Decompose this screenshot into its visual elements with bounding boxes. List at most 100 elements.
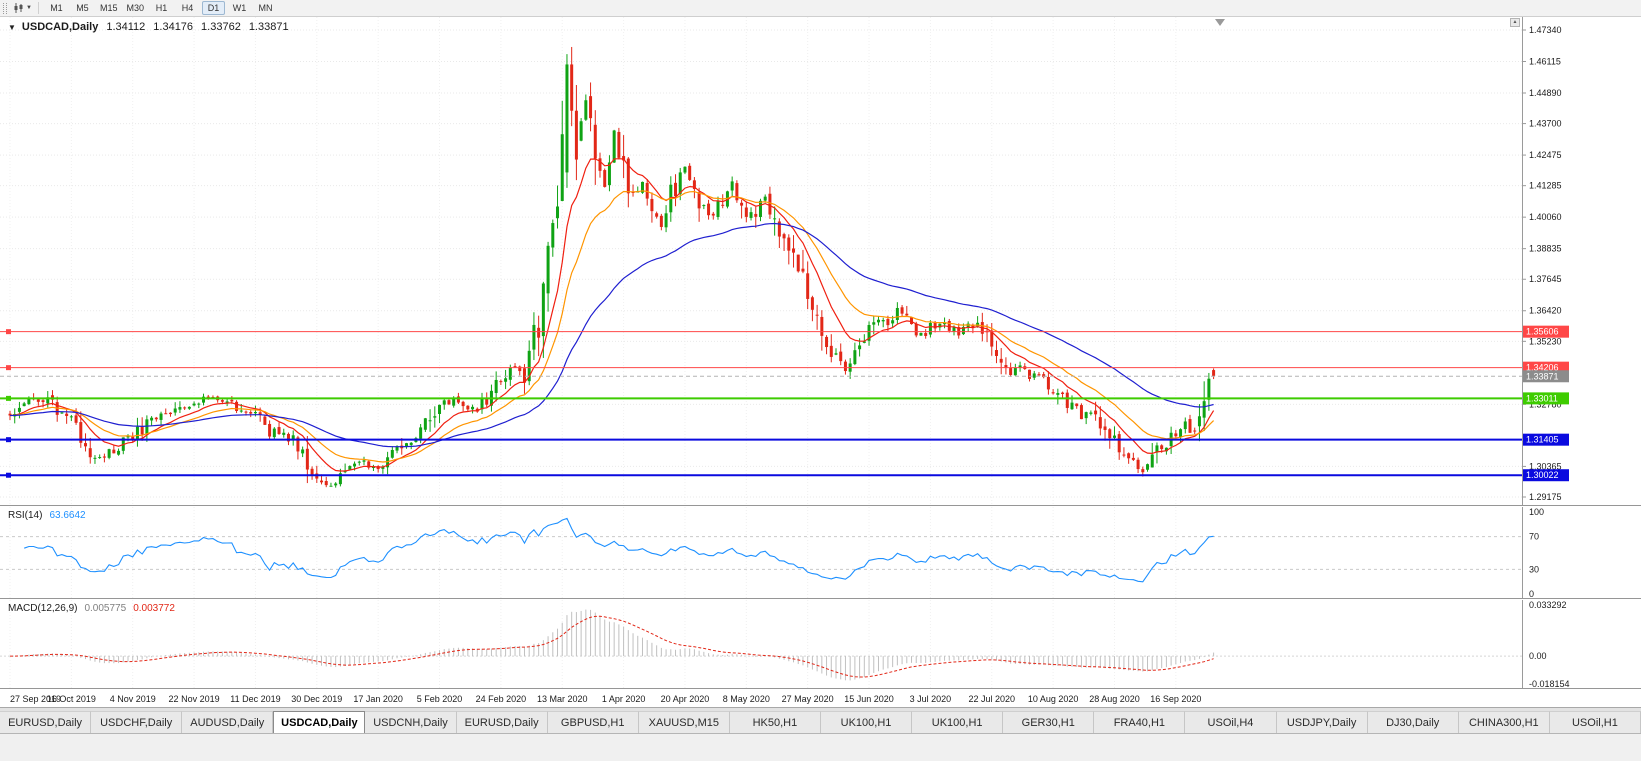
chart-canvas[interactable]: 1.47340 1.46115 1.44890 1.43700 1.42475 1.412…	[0, 17, 1641, 505]
date-axis-label: 13 Mar 2020	[536, 694, 588, 704]
chart-tab-ger30-h1[interactable]: GER30,H1	[1003, 711, 1095, 733]
date-axis-label: 5 Feb 2020	[416, 694, 463, 704]
svg-text:30: 30	[1529, 564, 1539, 574]
candles-layer	[8, 46, 1216, 488]
rsi-value: 63.6642	[49, 510, 86, 521]
rsi-title: RSI(14) 63.6642	[8, 510, 86, 521]
chart-tab-dj30-daily[interactable]: DJ30,Daily	[1367, 711, 1459, 733]
chart-tab-uk100-h1[interactable]: UK100,H1	[912, 711, 1004, 733]
chart-grid	[0, 17, 1522, 505]
chart-title: ▼ USDCAD,Daily 1.34112 1.34176 1.33762 1…	[8, 21, 289, 33]
chart-tab-bar: EURUSD,Daily USDCHF,Daily AUDUSD,Daily USDC…	[0, 707, 1641, 733]
chart-tab-china300-h1[interactable]: CHINA300,H1	[1458, 711, 1550, 733]
chevron-down-icon: ▼	[26, 4, 32, 11]
date-axis-label: 24 Feb 2020	[475, 694, 527, 704]
chart-tab-audusd-daily[interactable]: AUDUSD,Daily	[182, 711, 274, 733]
rsi-line	[24, 517, 1214, 583]
macd-signal-value: 0.003772	[133, 603, 175, 614]
chart-tab-xauusd-m15[interactable]: XAUUSD,M15	[638, 711, 730, 733]
date-axis-label: 16 Oct 2019	[46, 694, 96, 704]
chart-type-button[interactable]: ▼	[11, 1, 34, 16]
date-axis-label: 27 Sep 2019	[10, 694, 62, 704]
rsi-label: RSI(14)	[8, 510, 43, 521]
chart-tab-gbpusd-h1[interactable]: GBPUSD,H1	[547, 711, 639, 733]
chart-tab-usdchf-daily[interactable]: USDCHF,Daily	[91, 711, 183, 733]
svg-text:1.38835: 1.38835	[1529, 244, 1562, 254]
chart-tab-eurusd-daily[interactable]: EURUSD,Daily	[456, 711, 548, 733]
timeframe-button-w1[interactable]: W1	[232, 3, 247, 13]
date-axis[interactable]: 27 Sep 2019 16 Oct 2019 4 Nov 2019 22 Nov 2…	[0, 688, 1641, 707]
ma-line-20	[9, 190, 1215, 463]
date-axis-label: 30 Dec 2019	[291, 694, 343, 704]
date-axis-label: 8 May 2020	[722, 694, 770, 704]
date-axis-label: 20 Apr 2020	[660, 694, 710, 704]
chart-tab-fra40-h1[interactable]: FRA40,H1	[1094, 711, 1186, 733]
date-axis-label: 22 Nov 2019	[168, 694, 220, 704]
timeframe-button-m5[interactable]: M5	[76, 3, 89, 13]
chart-tab-usoil-h4[interactable]: USOil,H4	[1185, 711, 1277, 733]
macd-signal-line	[10, 615, 1214, 678]
macd-canvas[interactable]: 0.033292 0.00 -0.018154	[0, 600, 1641, 689]
timeframe-button-m15[interactable]: M15	[99, 3, 118, 13]
svg-text:1.33871: 1.33871	[1526, 371, 1559, 381]
svg-text:1.41285: 1.41285	[1529, 181, 1562, 191]
ma-line-50	[9, 222, 1214, 448]
chart-tab-usdcad-daily[interactable]: USDCAD,Daily	[273, 711, 366, 733]
svg-text:1.30365: 1.30365	[1529, 461, 1562, 471]
svg-text:0: 0	[1529, 589, 1534, 599]
rsi-canvas[interactable]: 100 70 30 0	[0, 507, 1641, 599]
timeframe-button-d1[interactable]: D1	[201, 1, 225, 15]
timeframe-button-h4[interactable]: H4	[181, 3, 194, 13]
date-axis-label: 17 Jan 2020	[353, 694, 403, 704]
svg-text:1.35230: 1.35230	[1529, 336, 1562, 346]
ohlc-low: 1.33762	[201, 21, 241, 33]
chart-shift-marker-icon	[1215, 19, 1225, 26]
macd-panel: 0.033292 0.00 -0.018154 MACD(12,26,9) 0.00…	[0, 598, 1641, 689]
timeframe-button-h1[interactable]: H1	[155, 3, 168, 13]
macd-label: MACD(12,26,9)	[8, 603, 78, 614]
svg-text:1.46115: 1.46115	[1529, 56, 1561, 66]
timeframe-buttons: M1 M5 M15 M30 H1 H4 D1 W1 MN	[45, 1, 280, 15]
chart-tab-usoil-h1[interactable]: USOil,H1	[1549, 711, 1641, 733]
toolbar-grip-icon[interactable]	[3, 2, 7, 14]
timeframe-button-m30[interactable]: M30	[126, 3, 144, 13]
ohlc-open: 1.34112	[106, 21, 146, 33]
timeframe-button-m1[interactable]: M1	[50, 3, 63, 13]
svg-text:1.40060: 1.40060	[1529, 212, 1562, 222]
svg-text:0.00: 0.00	[1529, 651, 1547, 661]
candlestick-chart-icon	[14, 3, 23, 13]
chart-tab-eurusd-daily[interactable]: EURUSD,Daily	[0, 711, 92, 733]
svg-text:1.42475: 1.42475	[1529, 150, 1562, 160]
rsi-panel: 100 70 30 0 RSI(14) 63.6642	[0, 505, 1641, 599]
macd-main-value: 0.005775	[84, 603, 127, 614]
chart-tab-uk100-h1[interactable]: UK100,H1	[820, 711, 913, 733]
timeframe-button-mn[interactable]: MN	[258, 3, 273, 13]
svg-text:100: 100	[1529, 507, 1544, 517]
chart-tab-hk50-h1[interactable]: HK50,H1	[729, 711, 821, 733]
svg-text:1.37645: 1.37645	[1529, 274, 1562, 284]
scroll-up-icon[interactable]: ▲	[1510, 18, 1520, 27]
chart-tab-usdjpy-daily[interactable]: USDJPY,Daily	[1276, 711, 1368, 733]
date-axis-label: 11 Dec 2019	[230, 694, 281, 704]
date-axis-label: 16 Sep 2020	[1150, 694, 1202, 704]
svg-text:0.033292: 0.033292	[1529, 600, 1567, 610]
svg-text:1.29175: 1.29175	[1529, 492, 1562, 502]
date-axis-label: 4 Nov 2019	[109, 694, 156, 704]
chart-symbol-title: USDCAD,Daily	[21, 21, 99, 33]
timeframe-toolbar: ▼ M1 M5 M15 M30 H1 H4 D1 W1 MN	[0, 0, 1641, 17]
chart-tab-usdcnh-daily[interactable]: USDCNH,Daily	[365, 711, 457, 733]
svg-text:1.31405: 1.31405	[1526, 435, 1559, 445]
svg-text:1.30022: 1.30022	[1526, 470, 1559, 480]
svg-text:1.43700: 1.43700	[1529, 119, 1562, 129]
svg-text:1.34206: 1.34206	[1526, 363, 1559, 373]
date-axis-label: 28 Aug 2020	[1089, 694, 1140, 704]
svg-text:1.36420: 1.36420	[1529, 306, 1562, 316]
date-axis-label: 3 Jul 2020	[909, 694, 952, 704]
macd-title: MACD(12,26,9) 0.005775 0.003772	[8, 603, 175, 614]
date-axis-label: 27 May 2020	[781, 694, 834, 704]
one-click-trading-icon[interactable]: ▼	[8, 22, 16, 32]
svg-text:-0.018154: -0.018154	[1529, 679, 1570, 689]
ma-line-10	[9, 158, 1215, 472]
date-axis-label: 15 Jun 2020	[844, 694, 894, 704]
